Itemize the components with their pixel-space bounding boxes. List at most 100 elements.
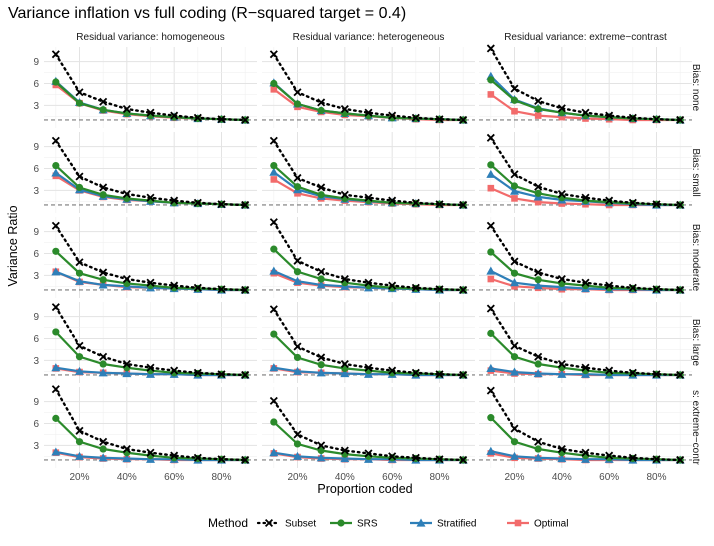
data-point-subset: [122, 104, 131, 114]
panel-2-0: 3 6 9: [33, 217, 257, 298]
data-point-stratified: [51, 447, 61, 456]
data-point-stratified: [98, 368, 108, 377]
data-point-srs: [270, 418, 278, 426]
data-point-subset: [435, 455, 444, 464]
data-point-stratified: [486, 446, 496, 455]
data-point-stratified: [486, 169, 496, 178]
data-point-srs: [487, 248, 495, 256]
data-point-subset: [581, 193, 590, 202]
x-tick-label: 80%: [646, 472, 666, 483]
data-point-subset: [317, 441, 326, 450]
y-tick-label: 9: [33, 312, 39, 323]
y-tick-label: 3: [33, 356, 39, 367]
data-point-subset: [146, 278, 155, 287]
data-point-subset: [557, 189, 566, 199]
data-point-srs: [293, 183, 302, 191]
x-tick-label: 60%: [599, 472, 619, 483]
data-point-srs: [75, 99, 84, 107]
legend-label: Subset: [285, 519, 316, 530]
legend-title: Method: [208, 516, 248, 530]
row-strip-label: Bias: none: [690, 64, 701, 112]
panel-2-1: [262, 217, 475, 298]
panel-3-0: 3 6 9: [33, 302, 257, 383]
data-point-subset: [388, 366, 397, 375]
data-point-subset: [388, 452, 397, 461]
data-point-subset: [170, 111, 179, 120]
data-point-subset: [269, 50, 278, 59]
data-point-subset: [411, 198, 420, 207]
legend: Method Subset SRS Stratified Optimal: [208, 516, 568, 530]
data-point-subset: [170, 366, 179, 375]
column-strip-label: Residual variance: homogeneous: [76, 32, 224, 43]
data-point-subset: [217, 115, 226, 124]
data-point-srs: [75, 353, 84, 361]
data-point-subset: [605, 111, 614, 120]
data-point-subset: [435, 285, 444, 294]
data-point-srs: [75, 183, 84, 192]
data-point-srs: [99, 276, 107, 284]
data-point-optimal: [487, 275, 495, 283]
row-strip-label: s: extreme−contr: [690, 390, 701, 465]
data-point-subset: [388, 111, 397, 120]
data-point-srs: [270, 330, 278, 338]
data-point-subset: [459, 285, 468, 295]
panel-0-0: 3 6 9: [33, 47, 257, 128]
data-point-subset: [510, 341, 519, 350]
data-point-optimal: [511, 195, 518, 202]
data-point-subset: [459, 115, 468, 125]
data-point-subset: [75, 172, 84, 181]
legend-item-optimal: Optimal: [507, 519, 568, 530]
data-point-subset: [459, 200, 468, 210]
data-point-subset: [170, 451, 179, 460]
data-point-subset: [605, 366, 614, 375]
data-point-subset: [581, 448, 590, 457]
panel-4-0: 3 6 9 20% 40% 60% 80%: [33, 385, 257, 483]
data-point-stratified: [293, 451, 302, 460]
data-point-subset: [241, 115, 250, 125]
data-point-subset: [217, 370, 226, 379]
data-point-subset: [241, 200, 250, 210]
data-point-subset: [486, 133, 495, 142]
data-point-subset: [122, 189, 131, 199]
data-point-subset: [388, 281, 397, 290]
data-point-srs: [510, 182, 519, 190]
y-tick-label: 3: [33, 186, 39, 197]
legend-key-marker: [514, 519, 522, 527]
data-point-stratified: [340, 369, 350, 378]
panel-3-1: [262, 302, 475, 383]
data-point-subset: [676, 200, 685, 210]
y-tick-label: 6: [33, 249, 39, 260]
data-point-srs: [487, 329, 495, 337]
data-point-subset: [340, 104, 349, 114]
data-point-stratified: [51, 363, 61, 372]
data-point-subset: [99, 97, 108, 106]
x-tick-label: 80%: [211, 472, 231, 483]
data-point-subset: [534, 437, 543, 446]
data-point-stratified: [269, 266, 279, 275]
data-point-subset: [217, 285, 226, 294]
data-point-stratified: [510, 451, 519, 460]
data-point-subset: [99, 352, 108, 361]
data-point-subset: [99, 268, 108, 277]
data-point-subset: [510, 84, 519, 93]
data-point-subset: [364, 193, 373, 202]
data-point-optimal: [270, 176, 278, 183]
data-point-stratified: [316, 280, 326, 289]
data-point-subset: [388, 196, 397, 205]
data-point-subset: [170, 281, 179, 290]
data-point-subset: [193, 368, 202, 377]
data-point-subset: [557, 104, 566, 113]
data-point-srs: [534, 360, 542, 368]
data-point-stratified: [122, 369, 132, 378]
data-point-subset: [146, 193, 155, 202]
data-point-subset: [340, 274, 349, 284]
facet-panels: Residual variance: homogeneous Residual v…: [33, 32, 701, 483]
data-point-subset: [51, 303, 60, 312]
data-point-srs: [534, 445, 542, 453]
data-point-stratified: [486, 363, 496, 373]
legend-key-marker: [416, 518, 426, 527]
data-point-subset: [628, 113, 637, 122]
legend-item-srs: SRS: [330, 519, 378, 530]
data-point-stratified: [75, 276, 84, 285]
data-point-subset: [75, 88, 84, 97]
